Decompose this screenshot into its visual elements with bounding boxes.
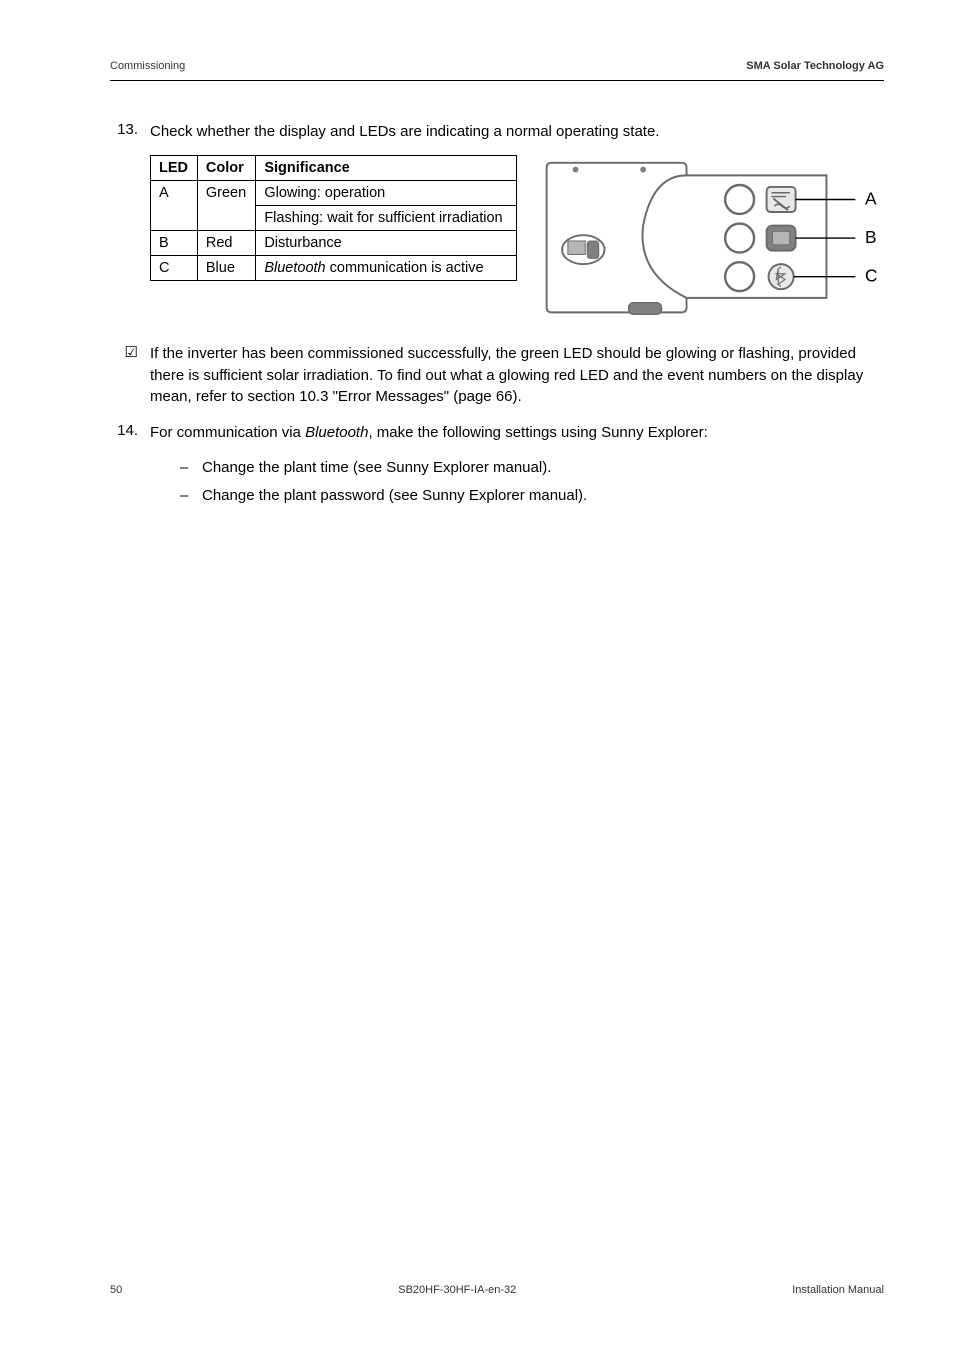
doc-type: Installation Manual — [792, 1284, 884, 1296]
list-item: –Change the plant password (see Sunny Ex… — [180, 484, 884, 508]
header-right: SMA Solar Technology AG — [746, 60, 884, 72]
s14-pre: For communication via — [150, 424, 305, 441]
step-text: For communication via Bluetooth, make th… — [150, 422, 884, 444]
cell-b-sig: Disturbance — [256, 230, 516, 255]
bluetooth-italic: Bluetooth — [264, 260, 325, 276]
step-text: Check whether the display and LEDs are i… — [150, 121, 884, 143]
page-footer: 50 SB20HF-30HF-IA-en-32 Installation Man… — [110, 1284, 884, 1296]
cell-c-sig: Bluetooth communication is active — [256, 255, 516, 280]
th-color: Color — [197, 155, 255, 180]
led-diagram: A B C — [537, 155, 884, 325]
cell-a-sig2: Flashing: wait for sufficient irradiatio… — [256, 205, 516, 230]
page-header: Commissioning SMA Solar Technology AG — [110, 60, 884, 72]
dash-icon: – — [180, 484, 202, 508]
s14-post: , make the following settings using Sunn… — [368, 424, 707, 441]
th-led: LED — [151, 155, 198, 180]
led-table: LED Color Significance A Green Glowing: … — [150, 155, 517, 281]
diagram-label-c: C — [865, 265, 878, 285]
cell-c-led: C — [151, 255, 198, 280]
c-sig-post: communication is active — [326, 260, 484, 276]
bullet-text: Change the plant time (see Sunny Explore… — [202, 459, 551, 476]
check-text: If the inverter has been commissioned su… — [150, 343, 884, 408]
cell-a-led: A — [151, 180, 198, 230]
cell-a-color: Green — [197, 180, 255, 230]
step-number: 14. — [110, 422, 150, 444]
header-rule — [110, 80, 884, 81]
bullet-list: –Change the plant time (see Sunny Explor… — [180, 456, 884, 508]
step-13: 13. Check whether the display and LEDs a… — [110, 121, 884, 143]
s14-italic: Bluetooth — [305, 424, 368, 441]
cell-b-color: Red — [197, 230, 255, 255]
doc-id: SB20HF-30HF-IA-en-32 — [398, 1284, 516, 1296]
cell-a-sig1: Glowing: operation — [256, 180, 516, 205]
step-number: 13. — [110, 121, 150, 143]
table-diagram-row: LED Color Significance A Green Glowing: … — [150, 155, 884, 325]
cell-c-color: Blue — [197, 255, 255, 280]
cell-b-led: B — [151, 230, 198, 255]
bullet-text: Change the plant password (see Sunny Exp… — [202, 487, 587, 504]
list-item: –Change the plant time (see Sunny Explor… — [180, 456, 884, 480]
header-left: Commissioning — [110, 60, 185, 72]
step-14: 14. For communication via Bluetooth, mak… — [110, 422, 884, 444]
diagram-label-a: A — [865, 188, 877, 208]
checkbox-icon: ☑ — [110, 343, 150, 408]
dash-icon: – — [180, 456, 202, 480]
th-sig: Significance — [256, 155, 516, 180]
check-result: ☑ If the inverter has been commissioned … — [110, 343, 884, 408]
page-number: 50 — [110, 1284, 122, 1296]
diagram-label-b: B — [865, 227, 877, 247]
